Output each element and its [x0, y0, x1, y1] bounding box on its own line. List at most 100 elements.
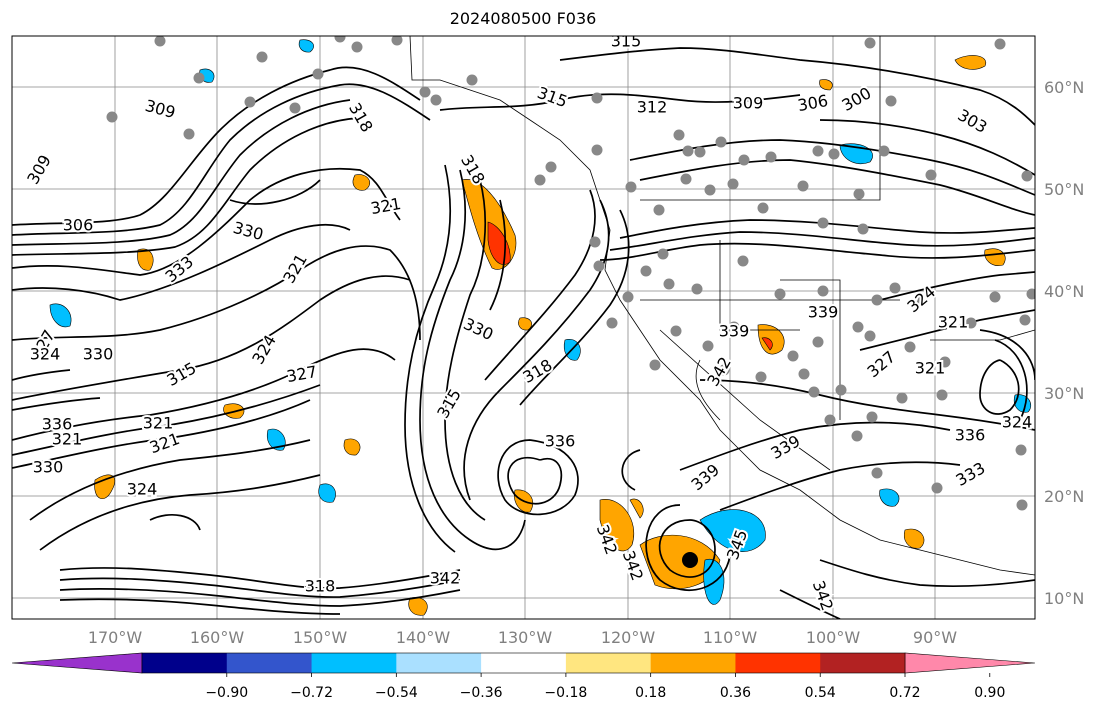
station-dot	[1026, 288, 1035, 300]
contour-label: 330	[83, 345, 114, 364]
contour-label: 339	[808, 303, 839, 322]
station-dot	[154, 36, 166, 47]
contour-label: 306	[63, 216, 94, 235]
station-dot	[911, 296, 923, 308]
station-dot	[851, 430, 863, 442]
station-dot	[1019, 314, 1031, 326]
contour-label: 336	[545, 432, 576, 451]
colorbar-extend-low	[11, 652, 143, 674]
station-dot	[835, 384, 847, 396]
station-dot	[857, 223, 869, 235]
lon-label: 90°W	[913, 628, 957, 647]
station-dot	[670, 325, 682, 337]
contour-label: 312	[637, 98, 668, 117]
station-dot	[702, 340, 714, 352]
lon-label: 130°W	[498, 628, 553, 647]
station-dot	[817, 217, 829, 229]
station-dot	[593, 260, 605, 272]
station-dot	[765, 151, 777, 163]
lat-label: 50°N	[1044, 180, 1084, 199]
lon-label: 110°W	[703, 628, 758, 647]
station-dot	[1016, 499, 1028, 511]
station-dot	[936, 389, 948, 401]
station-dot	[545, 161, 557, 173]
contour-label: 321	[938, 313, 969, 332]
station-dot	[591, 92, 603, 104]
station-dot	[878, 145, 890, 157]
colorbar-tick-label: 0.18	[635, 685, 666, 701]
contour-label: 324	[1002, 413, 1033, 432]
lat-label: 30°N	[1044, 384, 1084, 403]
station-dot	[680, 173, 692, 185]
lat-label: 40°N	[1044, 282, 1084, 301]
contour-label: 315	[611, 32, 642, 51]
station-dot	[755, 371, 767, 383]
lon-label: 170°W	[88, 628, 143, 647]
station-dot	[715, 136, 727, 148]
latitude-labels: 60°N 50°N 40°N 30°N 20°N 10°N	[1044, 78, 1084, 608]
lon-label: 160°W	[190, 628, 245, 647]
station-dot	[312, 68, 324, 80]
station-dot	[737, 255, 749, 267]
station-dot	[864, 37, 876, 49]
coastlines	[409, 36, 1035, 576]
colorbar-extend-high	[904, 652, 1036, 674]
station-dot	[591, 144, 603, 156]
station-dot	[606, 317, 618, 329]
contour-label: 321	[915, 359, 946, 378]
station-dot	[653, 204, 665, 216]
station-dot	[797, 180, 809, 192]
station-dot	[625, 181, 637, 193]
station-dot	[994, 38, 1006, 50]
station-dot	[757, 202, 769, 214]
map-frame	[11, 35, 1036, 620]
station-dot	[866, 411, 878, 423]
contour-label: 318	[305, 577, 336, 596]
colorbar-tick-label: −0.18	[544, 685, 587, 701]
contour-label: 336	[42, 415, 73, 434]
station-dot	[812, 336, 824, 348]
lat-label: 10°N	[1044, 589, 1084, 608]
station-dot	[106, 111, 118, 123]
colorbar-swatch	[311, 653, 397, 673]
station-dot	[871, 467, 883, 479]
colorbar-tick-label: −0.90	[205, 685, 248, 701]
colorbar-tick-label: 0.36	[720, 685, 751, 701]
lon-label: 150°W	[293, 628, 348, 647]
lat-label: 20°N	[1044, 487, 1084, 506]
station-dot	[852, 321, 864, 333]
contour-label: 342	[430, 569, 461, 588]
colorbar-swatch	[481, 653, 567, 673]
station-dot	[673, 129, 685, 141]
map-title: 2024080500 F036	[449, 9, 597, 28]
station-dot	[798, 368, 810, 380]
station-dot	[939, 356, 951, 368]
contour-label: 324	[30, 345, 61, 364]
colorbar-swatch	[565, 653, 652, 673]
station-dot	[853, 188, 865, 200]
station-dot	[351, 41, 363, 53]
station-dot	[896, 392, 908, 404]
lon-label: 140°W	[396, 628, 451, 647]
station-dot	[334, 36, 346, 43]
station-dot	[704, 184, 716, 196]
station-dot	[808, 386, 820, 398]
lon-label: 120°W	[601, 628, 656, 647]
station-dot	[787, 350, 799, 362]
station-dot	[391, 36, 403, 46]
station-dot	[640, 265, 652, 277]
station-markers	[106, 36, 1035, 511]
station-dot	[663, 278, 675, 290]
colorbar-tick-label: 0.90	[974, 685, 1005, 701]
contour-label: 309	[733, 94, 764, 113]
station-dot	[889, 282, 901, 294]
station-dot	[682, 145, 694, 157]
station-dot	[1021, 170, 1033, 182]
station-dot	[466, 74, 478, 86]
station-dot	[589, 236, 601, 248]
station-dot	[694, 146, 706, 158]
station-dot	[256, 51, 268, 63]
station-dot	[534, 174, 546, 186]
station-dot	[965, 317, 977, 329]
colorbar-tick-label: 0.72	[889, 685, 920, 701]
